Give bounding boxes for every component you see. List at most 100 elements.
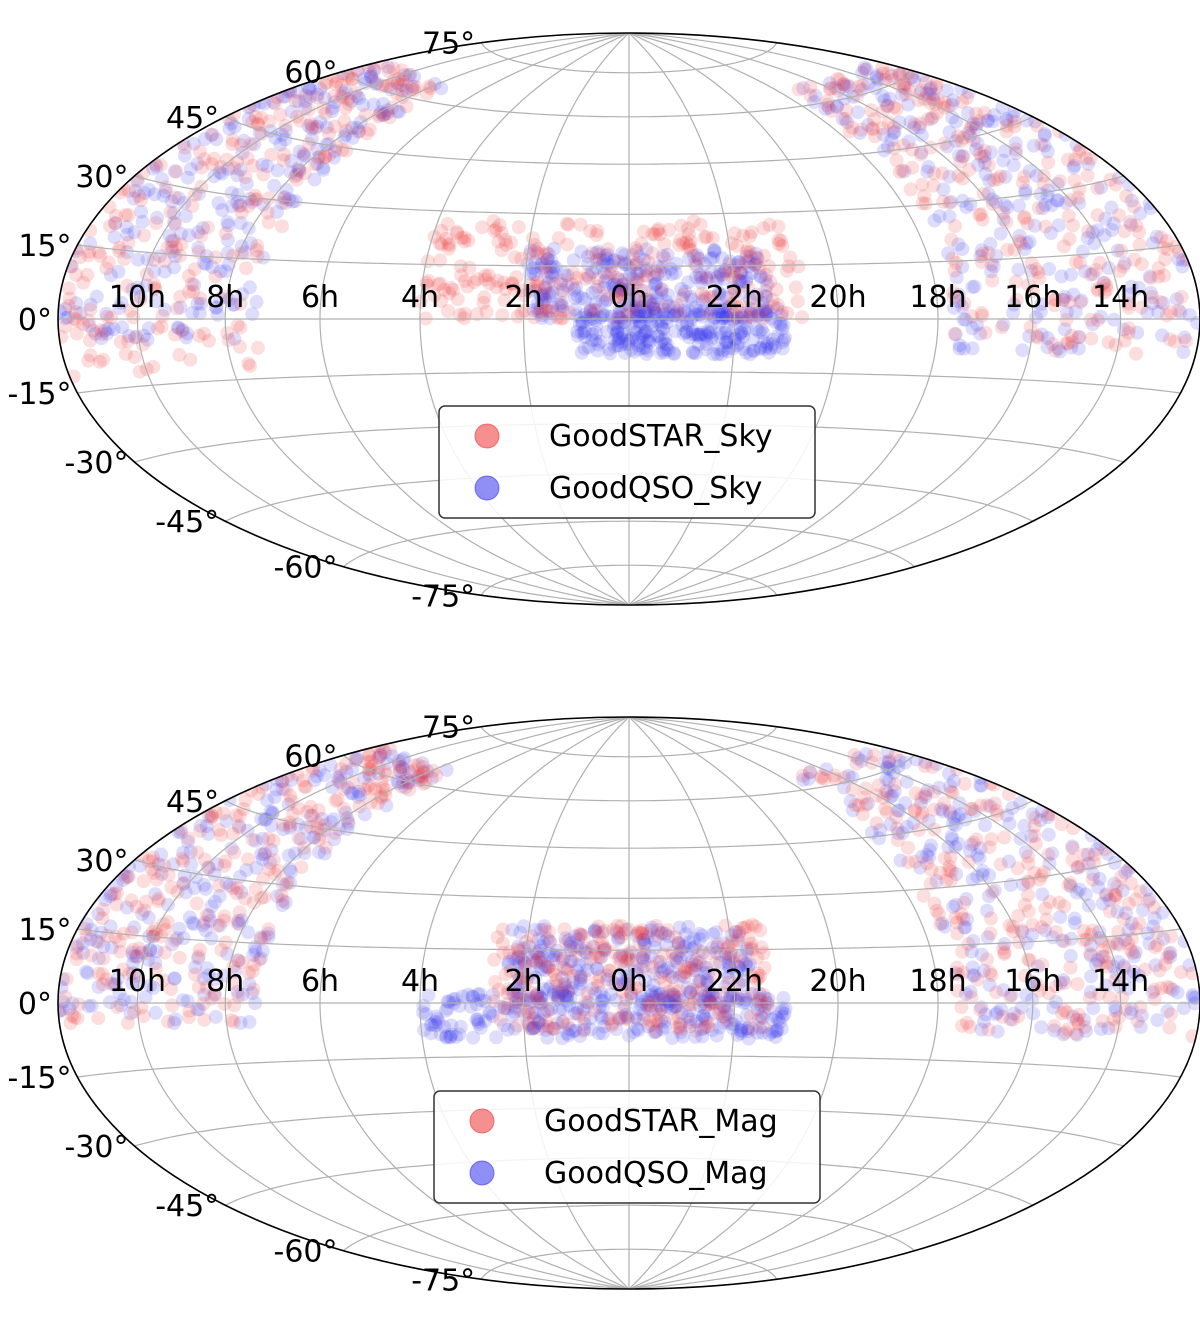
scatter-point (701, 306, 716, 321)
scatter-point (539, 303, 554, 318)
scatter-point (521, 947, 535, 962)
scatter-point (896, 78, 911, 93)
scatter-point (441, 236, 456, 251)
scatter-point (555, 970, 570, 985)
scatter-point (538, 959, 553, 974)
scatter-point (611, 286, 626, 301)
scatter-point (697, 994, 711, 1009)
scatter-point (611, 951, 626, 966)
scatter-point (161, 1014, 176, 1029)
scatter-point (308, 121, 323, 136)
scatter-point (638, 937, 653, 952)
scatter-point (617, 248, 632, 263)
scatter-point (969, 317, 984, 332)
scatter-point (221, 257, 236, 272)
scatter-point (702, 271, 717, 285)
scatter-point (376, 107, 390, 122)
scatter-point (719, 309, 734, 324)
scatter-point (83, 932, 98, 947)
scatter-point (91, 1011, 106, 1026)
scatter-point (556, 311, 570, 326)
scatter-point (1083, 946, 1098, 961)
scatter-point (749, 250, 764, 265)
scatter-point (771, 237, 786, 251)
scatter-point (1057, 290, 1072, 304)
scatter-point (693, 269, 708, 284)
scatter-point (338, 101, 353, 116)
scatter-point (728, 1013, 743, 1028)
scatter-point (932, 209, 947, 224)
scatter-point (546, 964, 560, 979)
scatter-point (666, 987, 681, 1002)
scatter-point (542, 934, 557, 949)
scatter-point (904, 70, 919, 85)
scatter-point (173, 226, 188, 241)
scatter-point (611, 932, 626, 947)
scatter-point (606, 321, 621, 336)
scatter-point (711, 937, 725, 952)
scatter-point (537, 963, 552, 978)
scatter-point (167, 164, 182, 179)
scatter-point (1066, 287, 1081, 302)
scatter-point (726, 270, 741, 285)
parallel-line (134, 175, 1124, 215)
scatter-point (104, 887, 119, 901)
scatter-point (917, 188, 932, 203)
scatter-point (671, 935, 686, 950)
scatter-point (651, 329, 666, 344)
scatter-point (1012, 228, 1027, 243)
scatter-point (751, 1012, 766, 1027)
scatter-point (702, 986, 717, 1001)
scatter-point (1067, 911, 1082, 926)
scatter-point (604, 1018, 619, 1033)
scatter-point (1085, 317, 1100, 332)
scatter-point (631, 292, 646, 307)
scatter-point (545, 304, 559, 319)
scatter-point (498, 967, 513, 982)
scatter-point (234, 246, 249, 261)
scatter-point (1015, 175, 1030, 190)
scatter-point (984, 911, 998, 926)
scatter-point (740, 1021, 754, 1036)
scatter-point (175, 324, 190, 339)
scatter-point (713, 955, 728, 970)
scatter-point (779, 263, 794, 278)
scatter-point (981, 246, 996, 260)
scatter-point (687, 248, 701, 263)
scatter-point (632, 342, 647, 357)
scatter-point (688, 327, 703, 342)
scatter-point (855, 78, 870, 93)
scatter-point (603, 1011, 617, 1026)
scatter-point (588, 332, 603, 347)
scatter-point (515, 283, 530, 298)
scatter-point (382, 110, 397, 125)
scatter-point (703, 251, 718, 266)
scatter-point (807, 95, 822, 110)
scatter-point (739, 345, 754, 360)
scatter-point (998, 144, 1012, 159)
scatter-point (962, 162, 977, 177)
scatter-point (927, 166, 942, 181)
scatter-point (233, 216, 248, 230)
scatter-point (758, 991, 773, 1006)
scatter-point (915, 809, 930, 824)
scatter-point (172, 921, 187, 936)
scatter-point (149, 944, 164, 959)
scatter-point (258, 845, 273, 860)
scatter-point (1084, 331, 1099, 346)
scatter-point (865, 121, 880, 136)
scatter-point (82, 244, 97, 259)
scatter-point (281, 848, 296, 863)
scatter-point (690, 327, 705, 342)
scatter-point (617, 314, 632, 329)
scatter-point (770, 1023, 785, 1037)
scatter-point (499, 237, 514, 252)
scatter-point (506, 951, 521, 966)
scatter-point (246, 158, 260, 173)
scatter-point (1179, 333, 1193, 348)
scatter-point (832, 72, 847, 87)
scatter-point (903, 115, 918, 130)
scatter-point (719, 323, 734, 338)
scatter-point (208, 894, 222, 909)
scatter-point (636, 284, 651, 298)
